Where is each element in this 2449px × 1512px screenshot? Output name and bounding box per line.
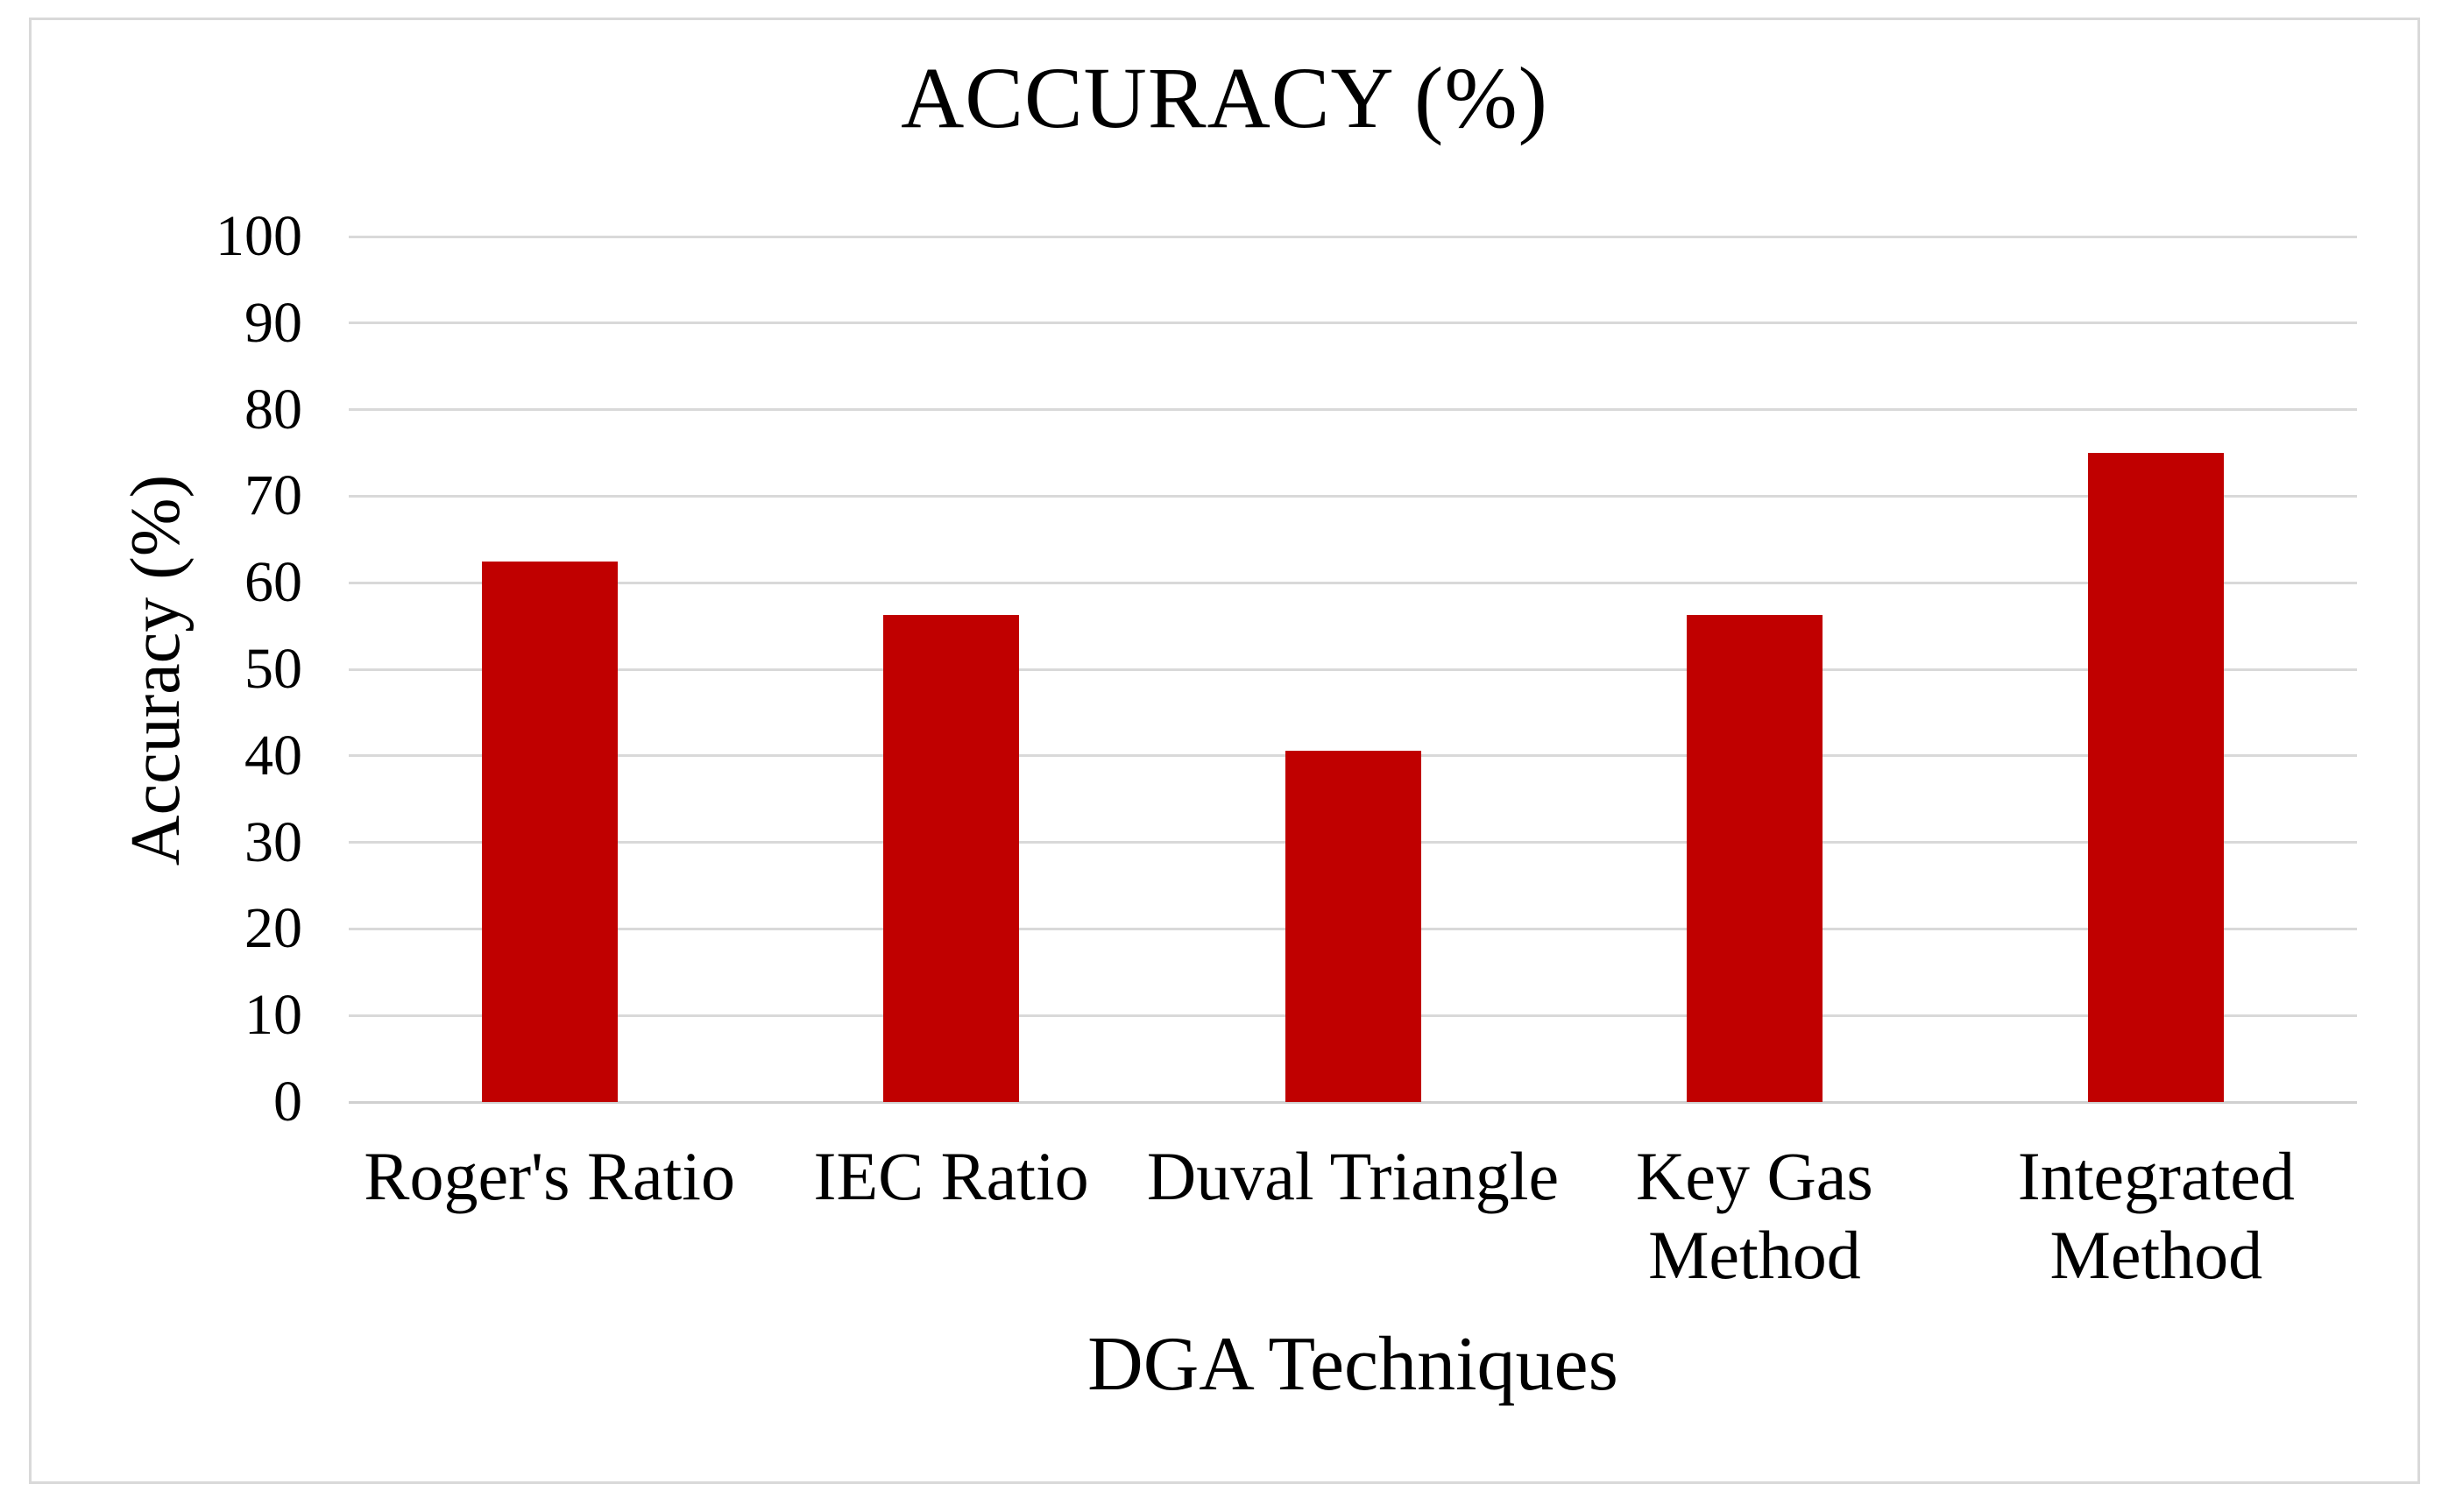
y-tick-label-60: 60: [244, 550, 302, 615]
x-category-label-duval-triangle: Duval Triangle: [1146, 1138, 1560, 1214]
y-tick-label-40: 40: [244, 723, 302, 788]
plot-area: [349, 235, 2357, 1104]
gridline-80: [349, 408, 2357, 412]
y-tick-label-100: 100: [216, 204, 302, 268]
y-tick-label-0: 0: [273, 1070, 302, 1134]
y-tick-label-70: 70: [244, 463, 302, 528]
y-tick-label-10: 10: [244, 983, 302, 1048]
y-tick-label-30: 30: [244, 809, 302, 874]
bar-iec-ratio: [883, 615, 1020, 1102]
chart-title: ACCURACY (%): [901, 49, 1548, 146]
bar-integrated-method: [2088, 453, 2225, 1102]
x-category-label-integrated-method: Integrated Method: [2017, 1138, 2295, 1293]
y-tick-label-90: 90: [244, 290, 302, 355]
gridline-90: [349, 321, 2357, 325]
gridline-60: [349, 581, 2357, 584]
gridline-100: [349, 235, 2357, 238]
bar-roger-s-ratio: [481, 561, 618, 1102]
x-category-label-key-gas-method: Key Gas Method: [1636, 1138, 1873, 1293]
gridline-0: [349, 1100, 2357, 1104]
gridline-50: [349, 668, 2357, 671]
bar-key-gas-method: [1686, 615, 1823, 1102]
x-axis-title: DGA Techniques: [1087, 1322, 1618, 1407]
x-category-label-iec-ratio: IEC Ratio: [813, 1138, 1089, 1214]
bar-duval-triangle: [1285, 750, 1421, 1102]
y-tick-label-80: 80: [244, 377, 302, 442]
y-tick-label-20: 20: [244, 896, 302, 961]
y-tick-label-50: 50: [244, 637, 302, 701]
x-category-label-roger-s-ratio: Roger's Ratio: [364, 1138, 735, 1214]
chart-frame: [29, 18, 2420, 1484]
gridline-70: [349, 494, 2357, 498]
